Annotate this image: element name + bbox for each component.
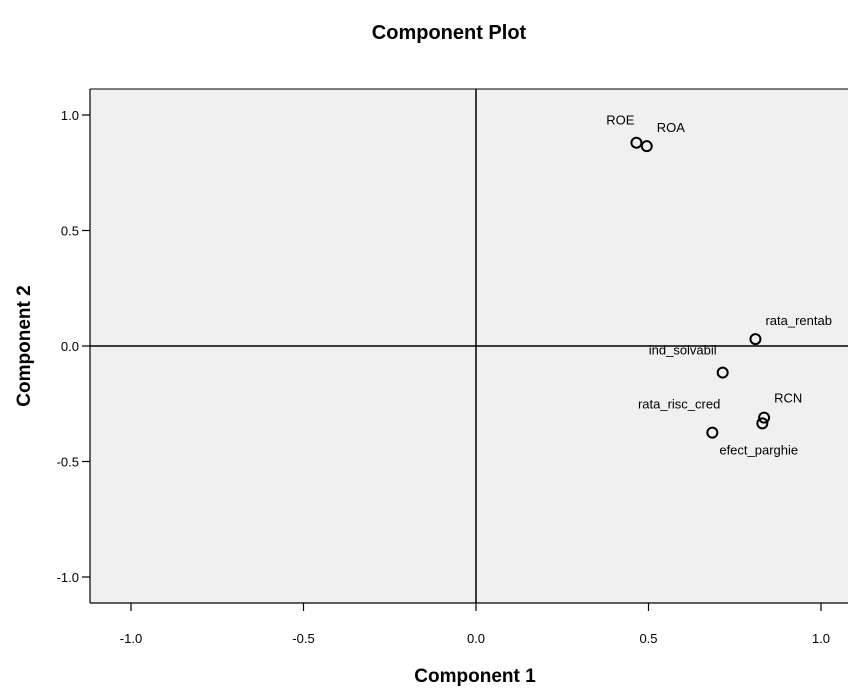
data-point-label: rata_rentab [765, 313, 832, 328]
data-point-marker [749, 333, 762, 346]
x-tick-label: -1.0 [120, 631, 142, 646]
data-point-marker [706, 426, 719, 439]
data-points: ROE ROA rata_rentab ind_solvabil rata_risc_c… [606, 113, 832, 458]
data-point-marker [758, 411, 771, 424]
data-point-label: RCN [774, 391, 802, 406]
y-tick-label: -0.5 [57, 455, 79, 470]
y-tick-label: 1.0 [61, 108, 79, 123]
data-point-marker [756, 417, 769, 430]
y-tick-label: -1.0 [57, 570, 79, 585]
chart-title: Component Plot [372, 22, 527, 44]
x-tick-label: -0.5 [292, 631, 314, 646]
y-tick-label: 0.5 [61, 224, 79, 239]
data-point-label: ROE [606, 113, 635, 128]
data-point-marker [630, 136, 643, 149]
data-point-marker [640, 140, 653, 153]
y-axis-title: Component 2 [14, 285, 35, 406]
data-point-label: rata_risc_cred [638, 397, 720, 412]
y-tick-label: 0.0 [61, 339, 79, 354]
x-tick-label: 0.5 [639, 631, 657, 646]
data-point-label: ind_solvabil [649, 343, 717, 358]
y-axis-ticks: -1.0 -0.5 0.0 0.5 1.0 [57, 108, 90, 585]
data-point-label: efect_parghie [719, 442, 798, 457]
x-axis-ticks: -1.0 -0.5 0.0 0.5 1.0 [120, 603, 830, 646]
x-axis-title: Component 1 [414, 666, 536, 687]
x-tick-label: 1.0 [812, 631, 830, 646]
data-point-label: ROA [657, 120, 686, 135]
data-point-marker [716, 366, 729, 379]
x-tick-label: 0.0 [467, 631, 485, 646]
